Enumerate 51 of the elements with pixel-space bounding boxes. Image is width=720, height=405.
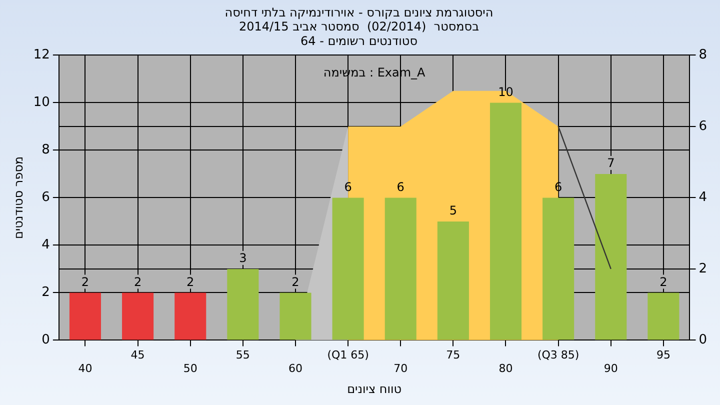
- x-tick-label: 55: [236, 348, 250, 362]
- bar: [227, 268, 259, 340]
- x-tick-label: (Q1 65): [327, 348, 369, 362]
- data-label: 2: [292, 274, 300, 289]
- bar: [174, 292, 206, 340]
- data-label: 5: [449, 204, 458, 218]
- x-tick-label: 80: [498, 362, 513, 375]
- x-tick-label: 95: [656, 348, 670, 362]
- bar: [122, 292, 154, 340]
- y2-tick-label: 6: [698, 118, 708, 134]
- data-label: 2: [186, 274, 194, 289]
- x-tick-label: 50: [183, 362, 198, 375]
- y2-tick-label: 2: [698, 261, 708, 276]
- x-tick-label: 60: [288, 362, 302, 375]
- y-tick-label: 10: [33, 95, 50, 110]
- x-tick-label: 40: [78, 362, 92, 375]
- y-tick-label: 6: [42, 190, 50, 206]
- y-axis-title: מספר סטודנטים: [11, 156, 26, 240]
- chart-subtitle: בסמסטר (02/2014) סמסטר אביב 2014/15 סטודנטים רשומים - 64: [238, 20, 480, 48]
- data-label: 2: [134, 274, 142, 289]
- y2-tick-label: 4: [698, 190, 708, 206]
- y-tick-label: 8: [42, 142, 50, 158]
- x-tick-label: (Q3 85): [537, 348, 580, 362]
- bar: [437, 221, 469, 340]
- x-axis-title: טווח ציונים: [347, 382, 402, 396]
- data-label: 2: [81, 274, 90, 289]
- bar: [384, 198, 416, 340]
- data-label: 6: [344, 180, 352, 194]
- data-label: 2: [660, 274, 668, 289]
- bar: [595, 174, 627, 340]
- x-tick-label: 70: [394, 362, 408, 375]
- data-label: 6: [396, 180, 404, 194]
- y2-tick-label: 0: [698, 332, 708, 348]
- bar: [69, 292, 101, 340]
- x-tick-label: 45: [130, 348, 145, 362]
- data-label: 7: [607, 156, 615, 170]
- y-tick-label: 12: [33, 48, 50, 63]
- bar: [332, 198, 364, 340]
- bar: [648, 292, 680, 340]
- bar: [280, 292, 312, 340]
- data-label: 10: [498, 84, 514, 99]
- chart-title: היסטוגרמת ציונים בקורס - אוירודינמיקה בלתי דחיסה: [224, 5, 494, 20]
- bar: [542, 198, 574, 340]
- y-tick-label: 2: [42, 285, 50, 300]
- bar: [490, 102, 522, 340]
- data-label: 3: [239, 251, 247, 266]
- y2-tick-label: 8: [698, 48, 708, 63]
- y-tick-label: 0: [42, 332, 50, 348]
- x-tick-label: 90: [604, 362, 618, 375]
- y-tick-label: 4: [42, 238, 50, 253]
- x-tick-label: 75: [446, 348, 460, 362]
